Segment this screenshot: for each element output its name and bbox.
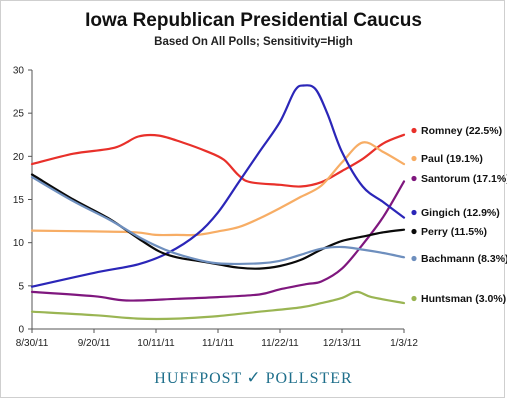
brand-logo: HUFFPOST ✓ POLLSTER — [0, 368, 507, 388]
y-tick-label: 0 — [18, 325, 24, 336]
brand-pollster: POLLSTER — [265, 370, 353, 387]
x-tick-label: 9/20/11 — [78, 338, 111, 349]
series-line-bachmann — [30, 176, 406, 266]
legend-dot-romney — [411, 127, 417, 134]
legend-dot-gingich — [411, 209, 417, 216]
x-tick-label: 12/13/11 — [323, 338, 362, 349]
y-tick-label: 25 — [13, 109, 25, 120]
y-tick-label: 5 — [18, 281, 24, 292]
legend-dot-perry — [411, 228, 417, 235]
x-tick-label: 10/11/11 — [137, 338, 175, 349]
chart-title: Iowa Republican Presidential Caucus — [85, 10, 422, 31]
y-tick-label: 15 — [13, 195, 25, 206]
series-line-huntsman — [30, 290, 406, 321]
legend-label-huntsman: Huntsman (3.0%) — [421, 293, 506, 305]
legend-dot-paul — [411, 155, 417, 162]
series-line-romney — [30, 133, 406, 188]
x-tick-label: 8/30/11 — [16, 338, 49, 349]
legend-label-perry: Perry (11.5%) — [421, 226, 487, 238]
x-tick-label: 1/3/12 — [390, 338, 418, 349]
y-tick-label: 10 — [13, 238, 25, 249]
series-line-gingich — [30, 84, 406, 288]
y-tick-label: 20 — [13, 152, 25, 163]
series-line-santorum — [30, 180, 406, 302]
series-line-perry — [30, 173, 406, 270]
legend-label-gingich: Gingich (12.9%) — [421, 207, 500, 219]
legend-label-santorum: Santorum (17.1%) — [421, 173, 507, 185]
brand-huffpost: HUFFPOST — [154, 370, 243, 387]
x-tick-label: 11/1/11 — [202, 338, 234, 349]
legend-dot-santorum — [411, 175, 417, 182]
chart-subtitle: Based On All Polls; Sensitivity=High — [154, 36, 353, 48]
legend-dot-huntsman — [411, 295, 417, 302]
legend-label-bachmann: Bachmann (8.3%) — [421, 253, 507, 265]
y-tick-label: 30 — [13, 66, 25, 77]
x-tick-label: 11/22/11 — [261, 338, 299, 349]
legend-label-paul: Paul (19.1%) — [421, 153, 483, 165]
brand-check-icon: ✓ — [246, 368, 262, 387]
series-line-paul — [30, 141, 406, 237]
legend-label-romney: Romney (22.5%) — [421, 125, 502, 137]
legend-dot-bachmann — [411, 255, 417, 262]
